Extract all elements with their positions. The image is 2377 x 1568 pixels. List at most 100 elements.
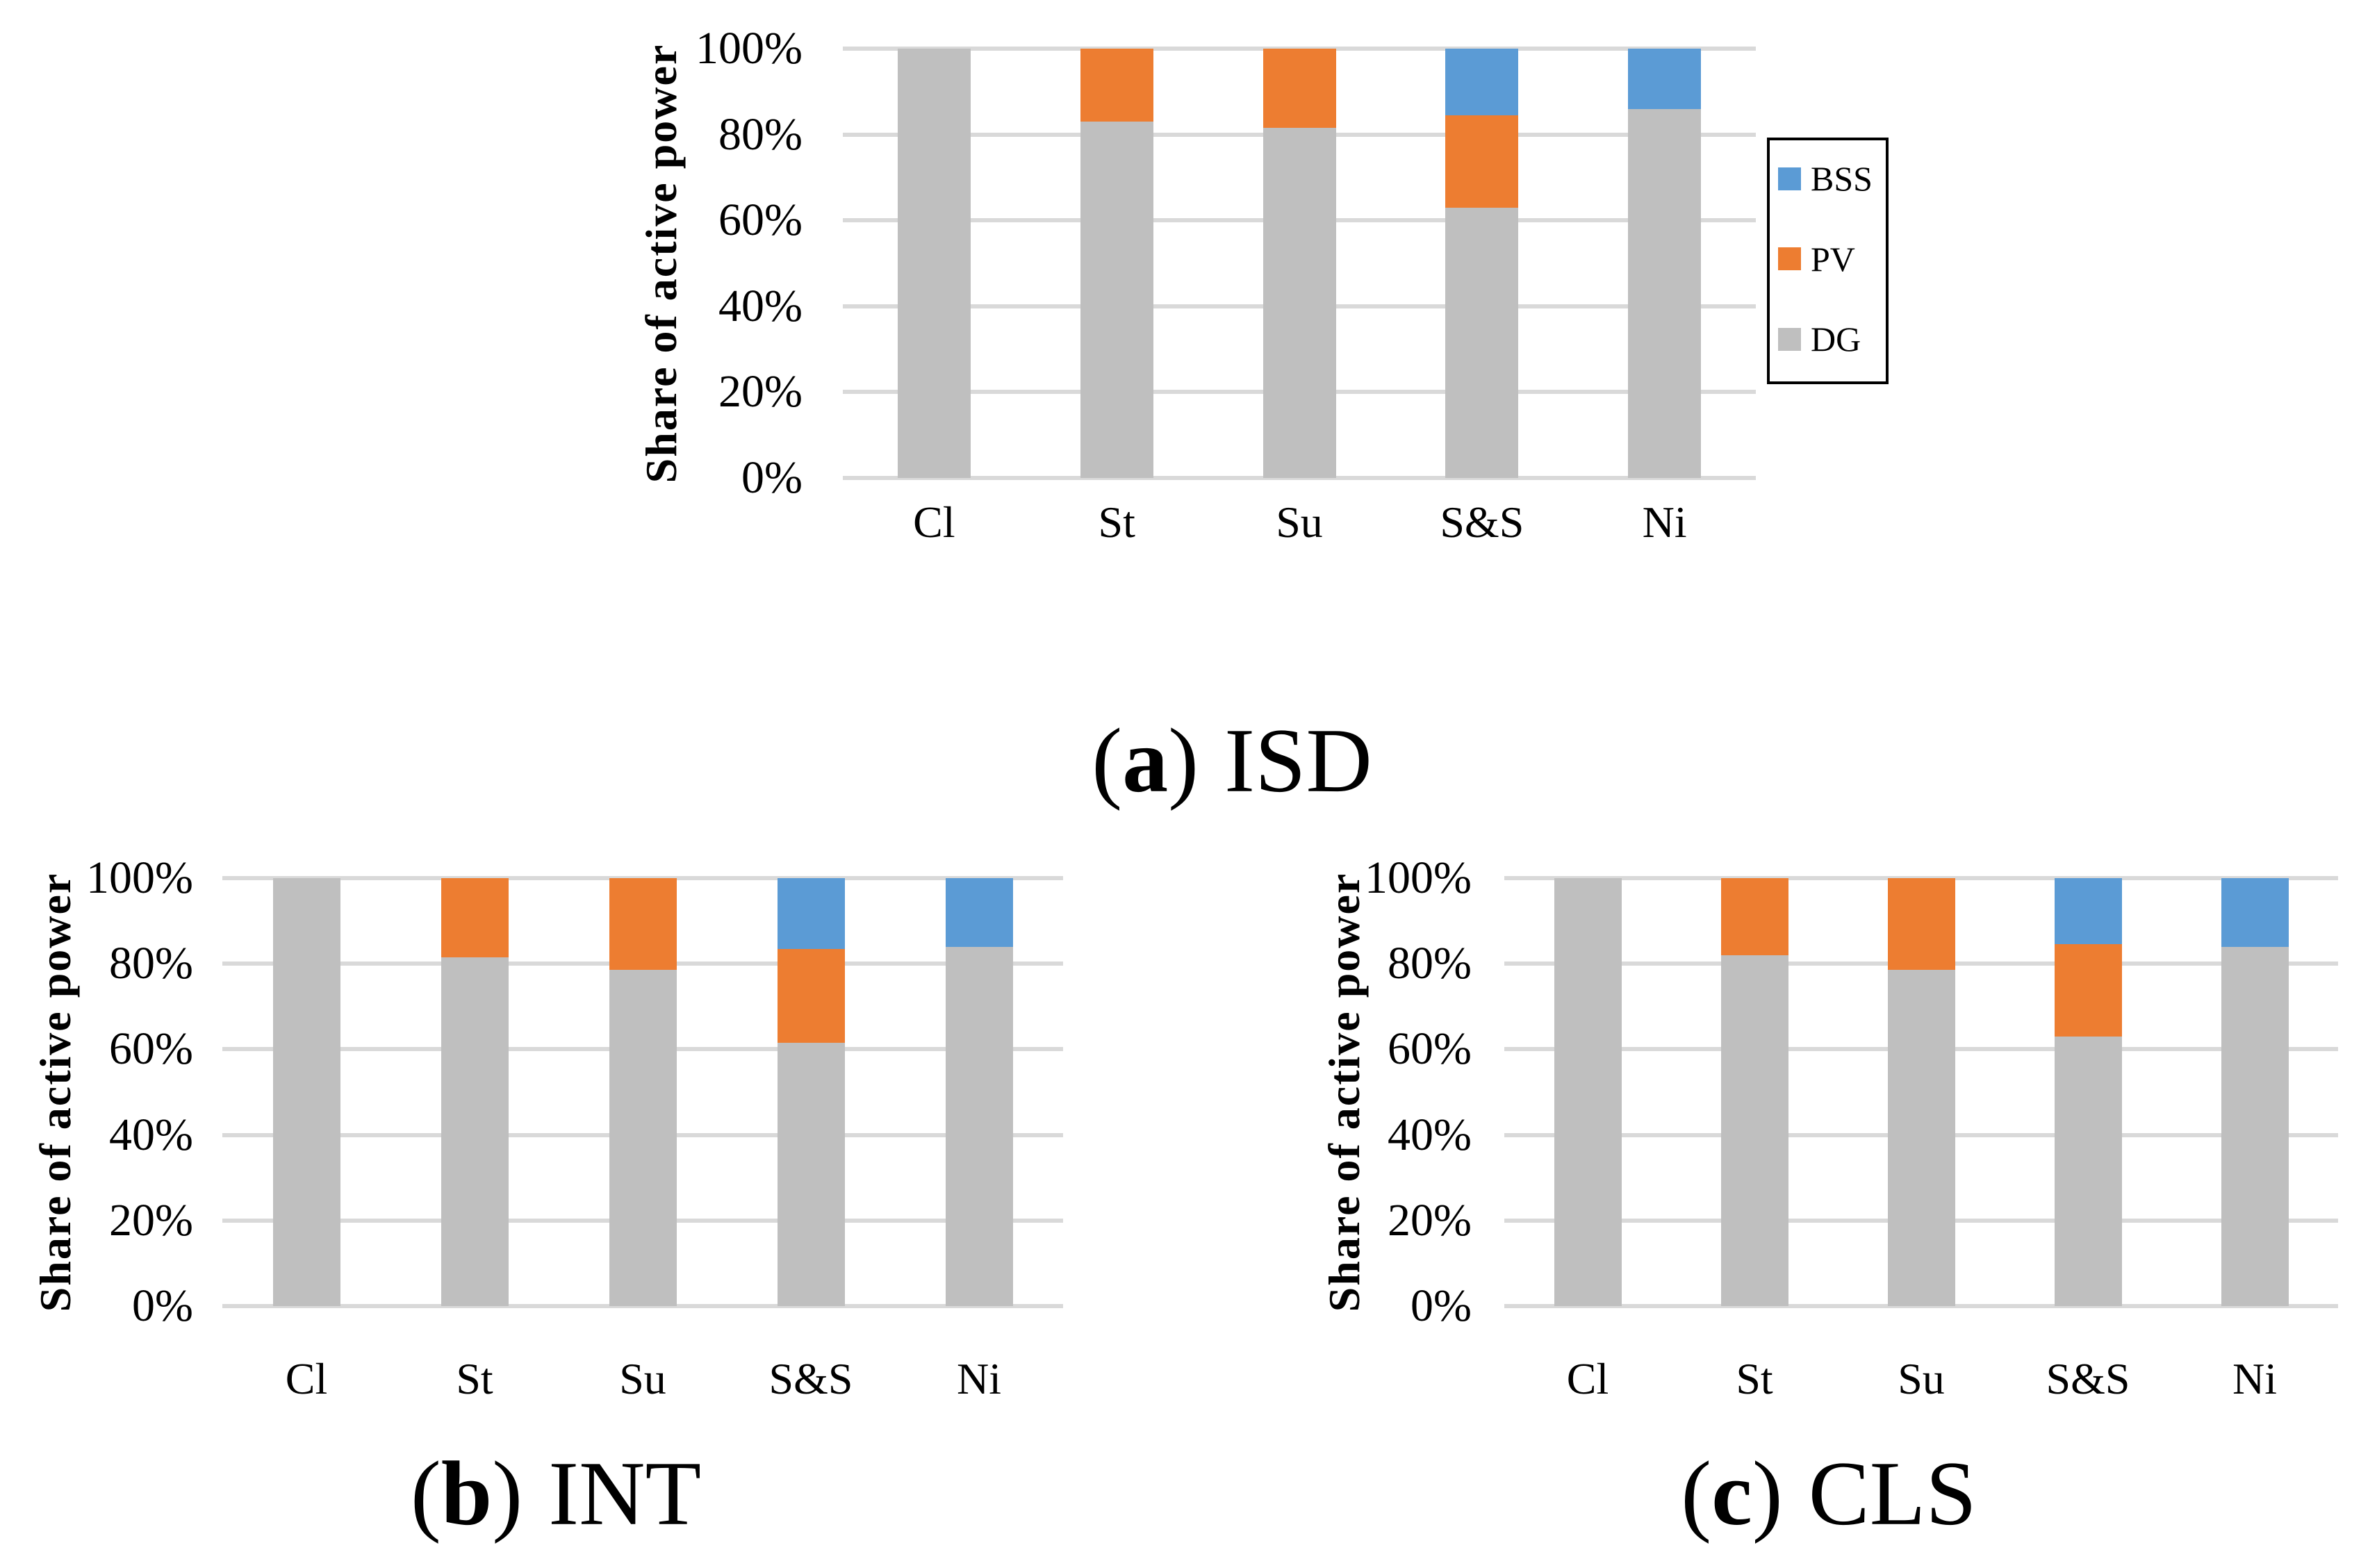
x-category-label: St [1736, 1354, 1773, 1403]
bar-segment-dg [1887, 970, 1955, 1306]
y-tick-label: 100% [696, 23, 803, 74]
x-category-label: S&S [768, 1354, 853, 1403]
legend-swatch-bss-icon [1778, 167, 1801, 190]
bar-segment-dg [2221, 946, 2289, 1306]
caption-b-paren-open: ( [410, 1442, 441, 1544]
y-tick-label: 20% [1388, 1194, 1472, 1246]
x-category-label: Ni [2232, 1354, 2277, 1403]
gridline [1504, 1304, 2338, 1308]
bar-segment-bss [777, 878, 845, 949]
x-category-label: S&S [2046, 1354, 2130, 1403]
bar-segment-dg [777, 1043, 845, 1306]
y-tick-label: 0% [132, 1280, 193, 1331]
y-tick-label: 100% [1365, 852, 1472, 903]
legend-swatch-dg-icon [1778, 327, 1801, 351]
y-tick-label: 40% [1388, 1109, 1472, 1160]
bar-segment-pv [1080, 49, 1153, 122]
plot-area-b [222, 876, 1063, 1308]
gridline [1504, 876, 2338, 880]
bar-segment-dg [1080, 122, 1153, 478]
bar-segment-bss [2221, 878, 2289, 947]
y-tick-label: 60% [109, 1023, 193, 1075]
bar-segment-dg [1628, 108, 1702, 478]
bar-segment-dg [441, 957, 509, 1306]
caption-a-paren-open: ( [1092, 709, 1123, 811]
caption-c-title: CLS [1808, 1442, 1977, 1544]
caption-a-title: ISD [1224, 709, 1372, 811]
x-category-label: Su [619, 1354, 666, 1403]
legend-item-bss: BSS [1778, 161, 1882, 196]
x-category-label: Su [1898, 1354, 1945, 1403]
y-axis-title-c: Share of active power [1319, 872, 1369, 1312]
y-tick-label: 40% [109, 1109, 193, 1160]
y-axis-title-b: Share of active power [31, 872, 80, 1312]
caption-b-paren-close: ) [492, 1442, 523, 1544]
y-tick-label: 80% [1388, 938, 1472, 989]
caption-a-letter: a [1122, 709, 1169, 811]
gridline [843, 476, 1756, 480]
legend: BSS PV DG [1767, 138, 1889, 384]
bar-segment-dg [2054, 1036, 2122, 1306]
y-tick-label: 20% [718, 366, 803, 418]
bar-segment-pv [441, 878, 509, 957]
y-tick-label: 60% [1388, 1023, 1472, 1075]
caption-c: (c) CLS [1681, 1439, 1977, 1549]
legend-item-dg: DG [1778, 322, 1882, 356]
bar-segment-dg [1445, 207, 1519, 478]
bar-segment-pv [1262, 49, 1336, 129]
legend-item-pv: PV [1778, 242, 1882, 277]
y-tick-label: 0% [1410, 1280, 1472, 1331]
bar-segment-pv [609, 878, 677, 971]
plot-area-a [843, 47, 1756, 480]
bar-segment-pv [1720, 878, 1788, 955]
bar-segment-dg [1720, 955, 1788, 1306]
caption-b-letter: b [441, 1442, 493, 1544]
bar-segment-bss [2054, 878, 2122, 945]
bar-segment-pv [2054, 944, 2122, 1037]
y-tick-label: 80% [109, 938, 193, 989]
bar-segment-dg [897, 49, 971, 478]
legend-label-pv: PV [1811, 239, 1855, 279]
caption-c-paren-close: ) [1752, 1442, 1783, 1544]
gridline [222, 876, 1063, 880]
caption-c-letter: c [1711, 1442, 1752, 1544]
bar-segment-dg [945, 946, 1013, 1306]
gridline [222, 1304, 1063, 1308]
bar-segment-pv [1445, 115, 1519, 208]
bar-segment-dg [609, 970, 677, 1306]
y-tick-label: 100% [86, 852, 193, 903]
bar-segment-dg [272, 878, 340, 1306]
x-category-label: Cl [285, 1354, 328, 1403]
legend-label-dg: DG [1811, 320, 1861, 358]
x-category-label: St [1098, 497, 1135, 547]
bar-segment-pv [777, 948, 845, 1043]
bar-segment-bss [1445, 49, 1519, 115]
caption-a-paren-close: ) [1168, 709, 1199, 811]
y-tick-label: 0% [741, 452, 803, 503]
x-category-label: Ni [1642, 497, 1687, 547]
y-tick-label: 80% [718, 108, 803, 160]
x-category-label: Cl [913, 497, 955, 547]
caption-a: (a) ISD [1092, 706, 1372, 816]
x-category-label: S&S [1440, 497, 1524, 547]
y-tick-label: 20% [109, 1194, 193, 1246]
y-tick-label: 60% [718, 195, 803, 246]
bar-segment-dg [1262, 128, 1336, 478]
bar-segment-pv [1887, 878, 1955, 971]
y-tick-label: 40% [718, 280, 803, 331]
x-category-label: Ni [957, 1354, 1001, 1403]
plot-area-c [1504, 876, 2338, 1308]
caption-c-paren-open: ( [1681, 1442, 1712, 1544]
x-category-label: Cl [1566, 1354, 1609, 1403]
caption-b-title: INT [548, 1442, 702, 1544]
bar-segment-dg [1554, 878, 1622, 1306]
x-category-label: St [456, 1354, 493, 1403]
x-category-label: Su [1276, 497, 1323, 547]
legend-label-bss: BSS [1811, 159, 1873, 198]
gridline [843, 47, 1756, 51]
bar-segment-bss [945, 878, 1013, 947]
bar-segment-bss [1628, 49, 1702, 109]
legend-swatch-pv-icon [1778, 247, 1801, 270]
y-axis-title-a: Share of active power [636, 43, 686, 484]
